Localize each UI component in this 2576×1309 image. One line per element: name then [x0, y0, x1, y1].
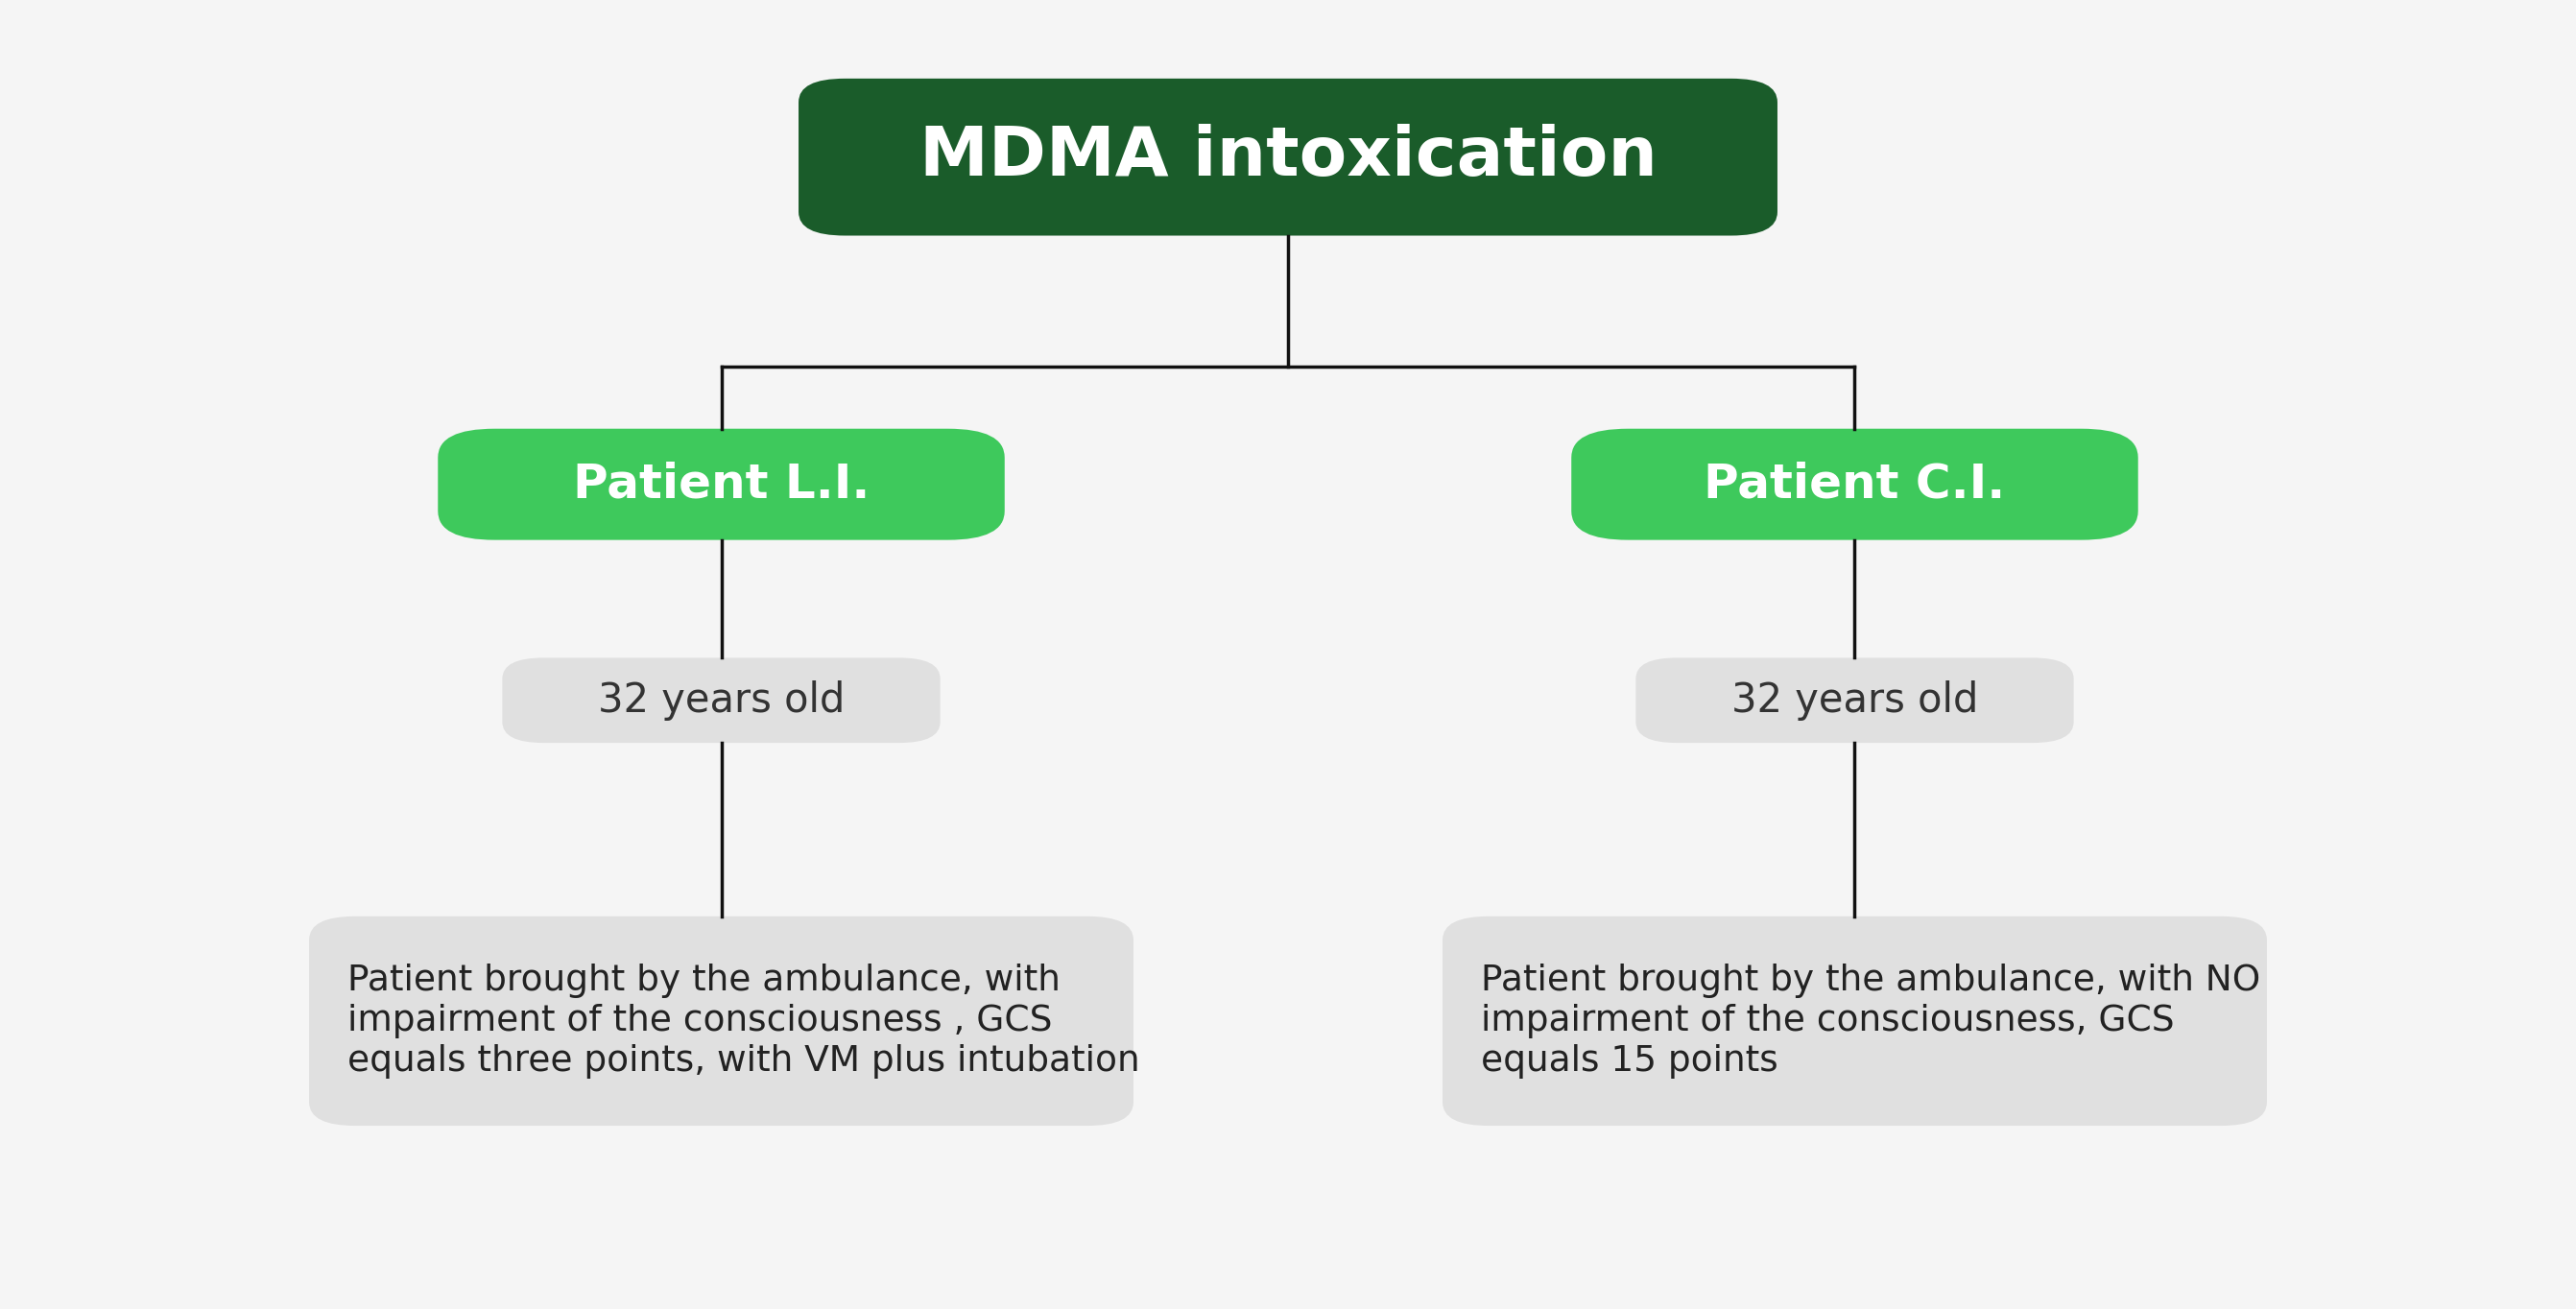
FancyBboxPatch shape [1571, 429, 2138, 539]
FancyBboxPatch shape [799, 79, 1777, 236]
Text: 32 years old: 32 years old [1731, 681, 1978, 720]
FancyBboxPatch shape [502, 657, 940, 744]
Text: 32 years old: 32 years old [598, 681, 845, 720]
FancyBboxPatch shape [1636, 657, 2074, 744]
Text: Patient C.I.: Patient C.I. [1703, 461, 2007, 508]
FancyBboxPatch shape [438, 429, 1005, 539]
Text: Patient L.I.: Patient L.I. [572, 461, 871, 508]
FancyBboxPatch shape [309, 916, 1133, 1126]
Text: Patient brought by the ambulance, with
impairment of the consciousness , GCS
equ: Patient brought by the ambulance, with i… [348, 963, 1141, 1079]
Text: MDMA intoxication: MDMA intoxication [920, 124, 1656, 190]
Text: Patient brought by the ambulance, with NO
impairment of the consciousness, GCS
e: Patient brought by the ambulance, with N… [1481, 963, 2262, 1079]
FancyBboxPatch shape [1443, 916, 2267, 1126]
